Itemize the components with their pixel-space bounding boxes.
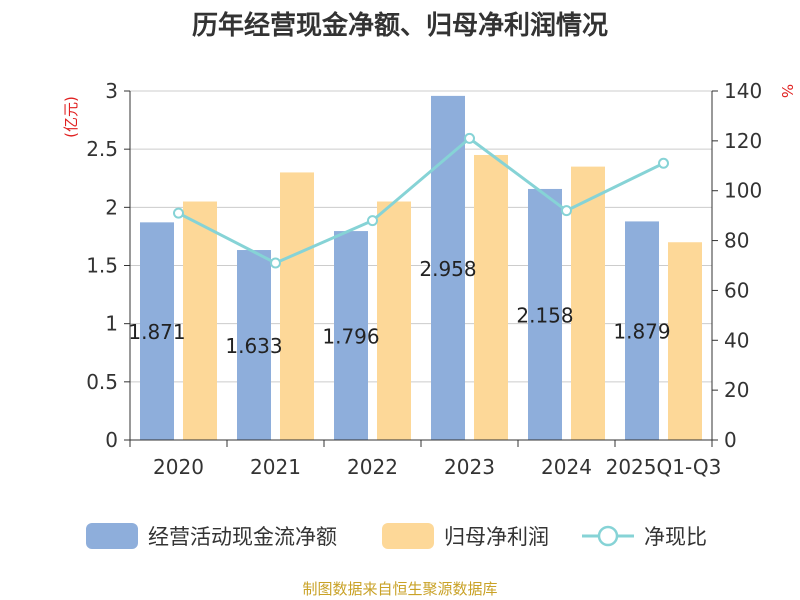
x-tick-label: 2022 — [347, 455, 398, 479]
data-label: 1.879 — [613, 320, 670, 344]
data-label: 2.158 — [516, 303, 573, 327]
x-tick-label: 2024 — [541, 455, 592, 479]
ratio-point — [658, 157, 669, 169]
data-label: 1.633 — [225, 334, 282, 358]
x-tick-label: 2025Q1-Q3 — [606, 455, 722, 479]
left-axis-unit: (亿元) — [62, 96, 80, 138]
bar-cashflow — [528, 188, 562, 440]
chart-title: 历年经营现金净额、归母净利润情况 — [192, 10, 608, 41]
data-labels: 1.871 1.633 1.796 2.958 2.158 1.879 — [128, 257, 670, 358]
bar-net-profit — [571, 166, 605, 440]
legend-label: 经营活动现金流净额 — [148, 525, 337, 549]
left-tick-label: 3 — [105, 79, 118, 103]
bars — [140, 95, 702, 441]
bar-cashflow — [334, 231, 368, 440]
axes: 0 0.5 1 1.5 2 2.5 3 0 20 40 60 80 100 120 140 2020 2021 2… — [86, 79, 762, 479]
right-tick-label: 80 — [724, 229, 749, 253]
ratio-point — [464, 132, 475, 144]
bar-net-profit — [474, 154, 508, 440]
legend-marker — [597, 525, 619, 547]
bar-net-profit — [668, 242, 702, 440]
right-tick-label: 140 — [724, 79, 762, 103]
right-tick-label: 0 — [724, 428, 737, 452]
right-tick-label: 120 — [724, 129, 762, 153]
right-axis-unit: % — [778, 84, 796, 98]
legend: 经营活动现金流净额 归母净利润 净现比 — [86, 523, 707, 549]
data-label: 1.871 — [128, 320, 185, 344]
right-tick-label: 60 — [724, 278, 749, 302]
ratio-point — [367, 215, 378, 227]
ratio-point — [173, 207, 184, 219]
right-tick-label: 20 — [724, 378, 749, 402]
left-tick-label: 2 — [105, 195, 118, 219]
x-tick-label: 2023 — [444, 455, 495, 479]
bar-cashflow — [431, 95, 465, 441]
right-tick-label: 40 — [724, 328, 749, 352]
ratio-point — [270, 257, 281, 269]
right-tick-label: 100 — [724, 179, 762, 203]
x-tick-label: 2020 — [153, 455, 204, 479]
legend-swatch — [382, 523, 434, 549]
ratio-point — [561, 205, 572, 217]
bar-cashflow — [237, 250, 271, 440]
x-tick-label: 2021 — [250, 455, 301, 479]
legend-swatch — [86, 523, 138, 549]
left-tick-label: 1.5 — [86, 254, 118, 278]
ratio-line — [173, 132, 669, 269]
source-note: 制图数据来自恒生聚源数据库 — [302, 580, 497, 598]
bar-net-profit — [377, 201, 411, 440]
left-tick-label: 2.5 — [86, 137, 118, 161]
legend-label: 净现比 — [644, 525, 707, 549]
left-tick-label: 0 — [105, 428, 118, 452]
left-tick-label: 0.5 — [86, 370, 118, 394]
grid — [130, 90, 712, 383]
bar-cashflow — [625, 221, 659, 440]
bar-cashflow — [140, 222, 174, 440]
bar-net-profit — [280, 172, 314, 440]
left-tick-label: 1 — [105, 312, 118, 336]
legend-label: 归母净利润 — [444, 525, 549, 549]
data-label: 2.958 — [419, 257, 476, 281]
data-label: 1.796 — [322, 325, 379, 349]
ratio-line-path — [177, 136, 665, 265]
bar-net-profit — [183, 201, 217, 440]
